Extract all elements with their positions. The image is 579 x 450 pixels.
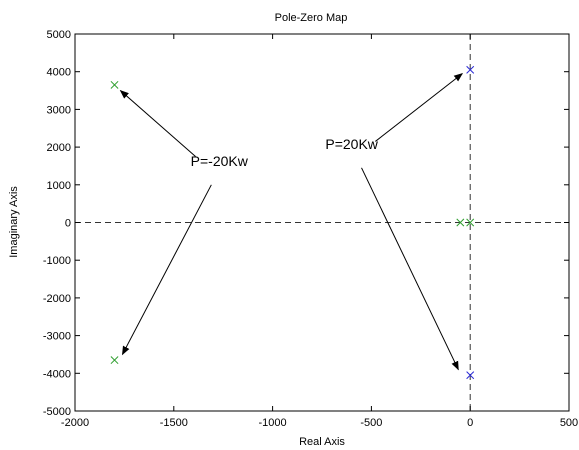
pole-marker [466, 65, 475, 74]
annotation-label: P=-20Kw [191, 153, 249, 169]
y-tick-label: -4000 [43, 368, 71, 380]
y-tick-label: -1000 [43, 255, 71, 267]
pole-marker [110, 80, 119, 89]
pole-marker [466, 371, 475, 380]
x-tick-label: -1500 [160, 417, 188, 429]
y-tick-label: 2000 [47, 142, 71, 154]
y-tick-label: -3000 [43, 331, 71, 343]
y-tick-label: 3000 [47, 104, 71, 116]
x-tick-label: -500 [360, 417, 382, 429]
pole-marker [456, 218, 465, 227]
pole-marker [110, 356, 119, 365]
y-tick-label: 0 [65, 218, 71, 230]
x-tick-label: -2000 [61, 417, 89, 429]
y-tick-label: -2000 [43, 293, 71, 305]
annotation-label: P=20Kw [325, 136, 378, 152]
x-tick-label: 0 [467, 417, 473, 429]
annotation-arrow [119, 89, 196, 157]
y-tick-label: -5000 [43, 406, 71, 418]
y-tick-label: 5000 [47, 29, 71, 41]
annotation-arrow [361, 167, 459, 371]
x-axis-title: Real Axis [299, 436, 345, 448]
x-tick-label: -1000 [259, 417, 287, 429]
pole-marker [466, 218, 475, 227]
annotation-arrow [375, 73, 464, 142]
x-tick-label: 500 [560, 417, 578, 429]
y-tick-label: 1000 [47, 180, 71, 192]
chart-title: Pole-Zero Map [275, 12, 348, 24]
y-axis-title: Imaginary Axis [8, 186, 20, 258]
y-tick-label: 4000 [47, 67, 71, 79]
annotation-arrow [121, 184, 212, 356]
